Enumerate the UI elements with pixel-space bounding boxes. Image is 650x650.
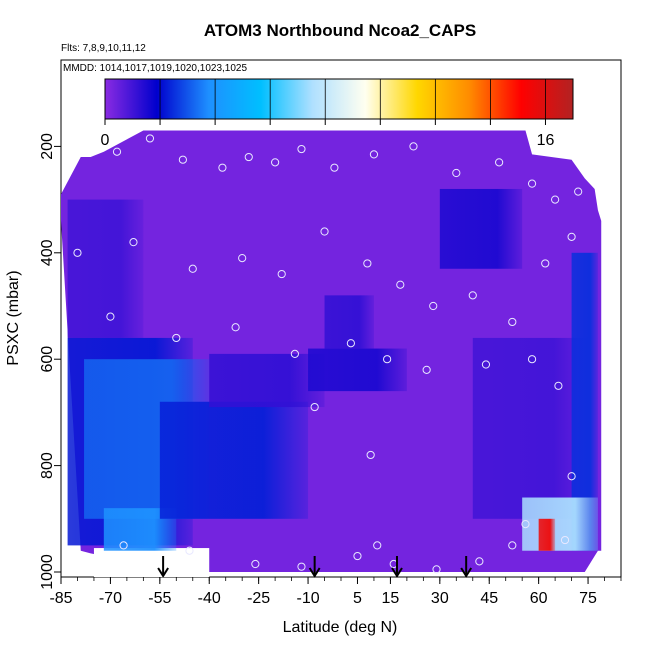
x-tick-label: 75: [579, 590, 597, 607]
sample-point: [188, 264, 197, 273]
sample-point: [396, 280, 405, 289]
field-region: [159, 401, 309, 519]
sample-point: [297, 562, 306, 571]
x-tick-label: 45: [480, 590, 498, 607]
colorbar-tick-label: 0: [101, 132, 110, 149]
heatmap-field: [61, 130, 602, 577]
sample-points: [73, 134, 583, 574]
sample-point: [353, 551, 362, 561]
x-axis: -85 -70 -55 -40 -25 -10 5 15 30 45 60 75: [49, 577, 622, 607]
sample-point: [112, 147, 122, 156]
sample-point: [567, 472, 576, 481]
sample-point: [373, 541, 382, 550]
sample-point: [178, 155, 187, 164]
sample-point: [369, 150, 379, 159]
y-tick-label: 200: [39, 133, 56, 160]
dates-note: MMDD: 1014,1017,1019,1020,1023,1025: [63, 63, 247, 74]
sample-point: [508, 541, 517, 550]
sample-point: [106, 312, 115, 321]
arrow-head: [308, 567, 321, 578]
sample-point: [554, 381, 563, 390]
chart-title: ATOM3 Northbound Ncoa2_CAPS: [204, 21, 476, 40]
sample-point: [297, 144, 306, 154]
sample-point: [429, 301, 438, 311]
sample-point: [251, 559, 260, 569]
x-tick-label: -40: [198, 590, 221, 607]
sample-point: [310, 402, 319, 412]
sample-point: [244, 152, 253, 162]
x-tick-label: 15: [382, 590, 400, 607]
colorbar-gradient: [104, 78, 574, 120]
field-region: [439, 188, 523, 269]
field-region: [522, 497, 598, 551]
sample-point: [468, 291, 477, 300]
y-tick-label: 400: [39, 239, 56, 266]
sample-point: [422, 365, 431, 374]
y-tick-label: 1000: [39, 554, 56, 590]
sample-point: [508, 317, 517, 327]
sample-point: [231, 323, 240, 332]
sample-point: [495, 158, 504, 167]
field-region: [472, 337, 589, 519]
sample-point: [129, 238, 138, 247]
y-axis: 200 400 600 800 1000: [39, 133, 61, 590]
sample-point: [560, 535, 570, 545]
sample-point: [238, 254, 247, 263]
sample-point: [383, 355, 392, 364]
x-axis-label: Latitude (deg N): [283, 619, 398, 636]
sample-point: [346, 339, 355, 348]
flights-note: Flts: 7,8,9,10,11,12: [61, 43, 146, 54]
x-tick-label: 30: [431, 590, 449, 607]
x-tick-label: 60: [530, 590, 548, 607]
sample-point: [452, 168, 461, 178]
colorbar-tick-label: 16: [537, 132, 555, 149]
sample-point: [527, 355, 537, 364]
y-tick-label: 800: [39, 452, 56, 479]
sample-point: [567, 232, 576, 241]
sample-point: [218, 163, 227, 172]
arrow-head: [460, 567, 473, 578]
sample-point: [409, 142, 418, 151]
y-tick-label: 600: [39, 346, 56, 373]
sample-point: [271, 158, 280, 167]
sample-point: [320, 227, 329, 236]
sample-point: [541, 259, 550, 268]
sample-point: [521, 520, 530, 529]
x-tick-label: -25: [247, 590, 270, 607]
sample-point: [366, 450, 375, 460]
arrows: [157, 556, 473, 578]
sample-point: [551, 195, 560, 204]
sample-point: [574, 187, 583, 196]
sample-point: [481, 360, 491, 369]
sample-point: [475, 557, 484, 566]
field-region: [67, 199, 144, 338]
arrow-head: [391, 567, 403, 578]
x-tick-label: -55: [148, 590, 171, 607]
sample-point: [172, 333, 181, 343]
sample-point: [145, 134, 155, 143]
sample-point: [363, 259, 372, 268]
x-tick-label: 5: [353, 590, 362, 607]
field-region: [209, 353, 325, 408]
y-axis-label: PSXC (mbar): [5, 270, 22, 365]
sample-point: [330, 163, 339, 172]
sample-point: [185, 546, 194, 555]
x-tick-label: -10: [296, 590, 319, 607]
sample-point: [432, 565, 441, 574]
field-gap: [93, 548, 210, 577]
x-tick-label: -70: [99, 590, 122, 607]
sample-point: [119, 541, 128, 550]
sample-point: [277, 269, 286, 279]
arrow-head: [157, 567, 169, 578]
field-region: [308, 348, 407, 392]
sample-point: [290, 349, 299, 358]
sample-point: [73, 248, 82, 257]
colorbar: [104, 78, 574, 120]
sample-point: [527, 179, 537, 188]
field-region: [538, 518, 556, 551]
x-tick-label: -85: [49, 590, 72, 607]
